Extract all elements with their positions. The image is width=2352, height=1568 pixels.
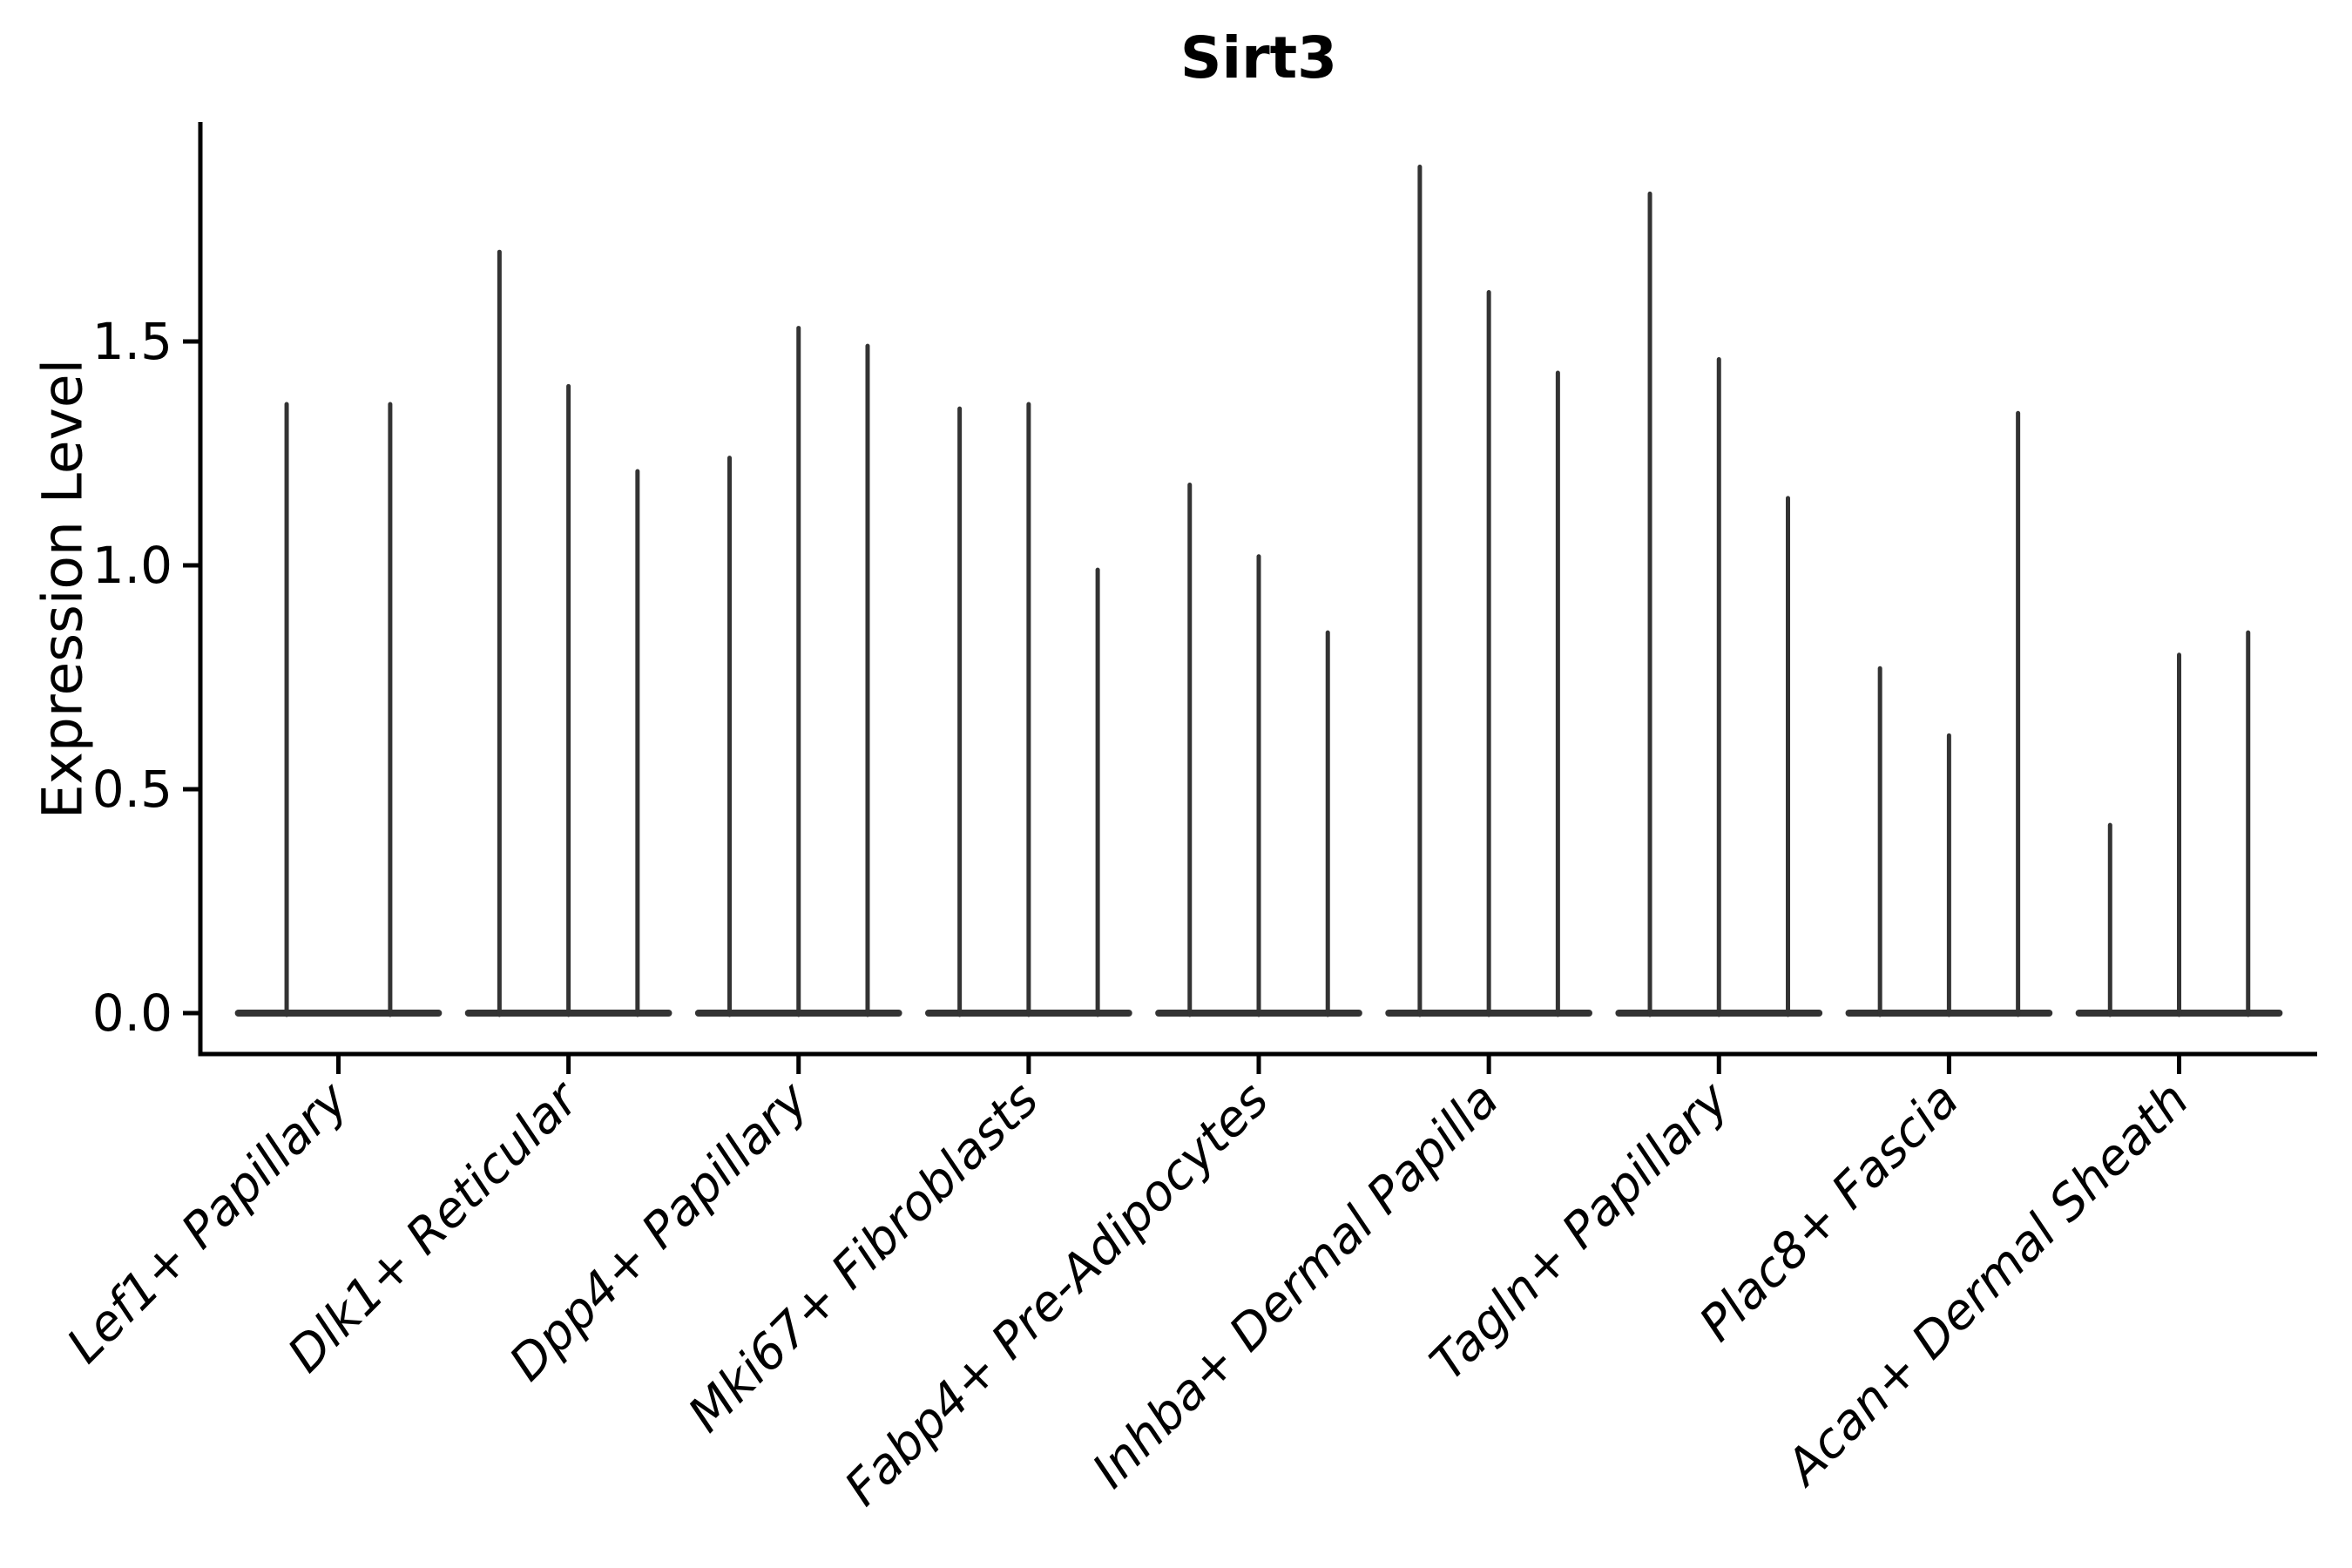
y-tick-label: 1.5 [92, 312, 172, 371]
y-tick-label: 0.5 [92, 760, 172, 819]
x-tick-label: Fabp4+ Pre-Adipocytes [835, 1071, 1280, 1517]
x-tick-label: Inhba+ Dermal Papilla [1082, 1071, 1510, 1499]
plot-title: Sirt3 [1179, 24, 1338, 91]
x-tick-label: Acan+ Dermal Sheath [1774, 1071, 2200, 1497]
y-tick-label: 0.0 [92, 983, 172, 1043]
violin-base [234, 1010, 443, 1017]
y-tick-label: 1.0 [92, 536, 172, 595]
